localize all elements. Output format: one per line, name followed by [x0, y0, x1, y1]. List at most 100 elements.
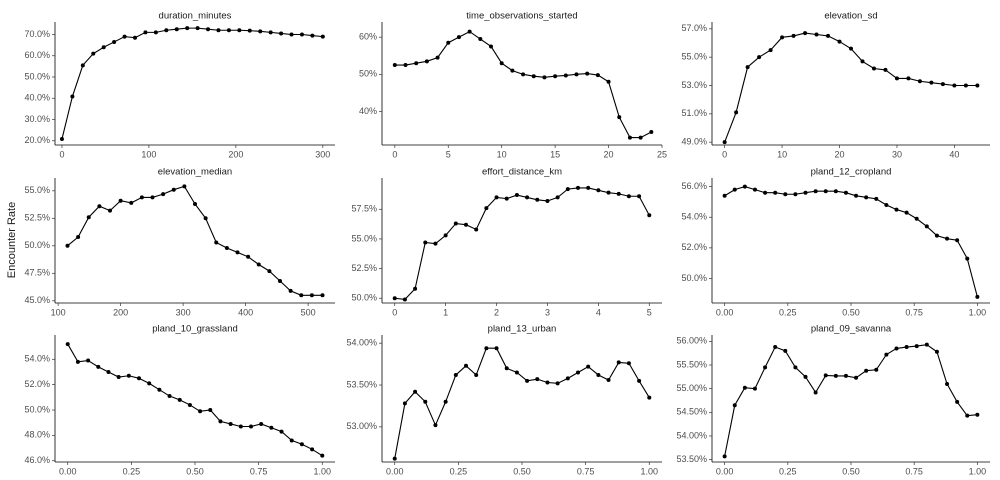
- point: [76, 235, 81, 239]
- point: [955, 399, 960, 404]
- point: [914, 216, 919, 221]
- x-tick-label: 0.75: [250, 466, 268, 476]
- y-tick-label: 40%: [359, 106, 377, 116]
- point: [453, 372, 458, 377]
- point: [924, 224, 929, 229]
- point: [791, 33, 796, 38]
- point: [843, 373, 848, 378]
- point: [606, 79, 611, 84]
- point: [494, 195, 499, 200]
- point: [108, 208, 112, 213]
- point: [637, 194, 642, 199]
- y-tick-label: 55.0%: [681, 52, 707, 62]
- point: [525, 378, 530, 383]
- x-tick-label: 1.00: [969, 307, 987, 317]
- point: [80, 63, 85, 68]
- point: [182, 184, 187, 189]
- point: [203, 216, 208, 221]
- y-tick-label: 53.00%: [346, 421, 377, 431]
- point: [565, 376, 570, 381]
- point: [757, 55, 762, 60]
- point: [456, 35, 461, 40]
- point: [833, 189, 838, 194]
- x-tick-label: 0.25: [779, 466, 797, 476]
- point: [745, 65, 750, 70]
- point: [586, 185, 591, 190]
- point: [224, 246, 229, 250]
- point: [214, 240, 219, 245]
- point: [446, 40, 451, 45]
- point: [924, 342, 929, 347]
- point: [793, 192, 798, 197]
- point: [874, 196, 879, 201]
- point: [143, 30, 148, 35]
- y-tick-label: 50.0%: [24, 240, 50, 250]
- point: [226, 28, 231, 33]
- line: [394, 187, 650, 301]
- point: [843, 190, 848, 195]
- point: [443, 399, 448, 404]
- x-tick-label: 1: [443, 307, 448, 317]
- y-tick-label: 52.0%: [24, 379, 50, 389]
- panel-title: pland_10_grassland: [152, 324, 238, 335]
- point: [742, 184, 747, 189]
- point: [112, 39, 117, 44]
- point: [484, 206, 489, 211]
- point: [97, 204, 102, 209]
- point: [206, 27, 211, 32]
- point: [793, 365, 798, 370]
- point: [565, 187, 570, 192]
- point: [392, 63, 397, 68]
- point: [453, 221, 458, 226]
- point: [216, 28, 221, 33]
- point: [185, 26, 190, 31]
- point: [414, 61, 419, 66]
- x-tick-label: 0.50: [842, 307, 860, 317]
- y-tick-label: 50.0%: [681, 273, 707, 283]
- y-tick-label: 50.0%: [24, 71, 50, 81]
- line: [724, 344, 978, 457]
- point: [732, 187, 737, 192]
- point: [499, 61, 504, 66]
- x-tick-label: 40: [949, 149, 959, 159]
- x-tick-label: 300: [315, 149, 330, 159]
- point: [423, 240, 428, 245]
- point: [256, 262, 261, 267]
- y-tick-label: 60%: [359, 32, 377, 42]
- point: [773, 190, 778, 195]
- point: [906, 76, 911, 81]
- point: [101, 45, 106, 50]
- x-tick-label: 500: [301, 307, 316, 317]
- y-tick-label: 56.00%: [676, 336, 707, 346]
- point: [837, 39, 842, 44]
- y-tick-label: 52.0%: [681, 242, 707, 252]
- x-tick-label: 5: [446, 149, 451, 159]
- point: [279, 31, 284, 36]
- y-tick-label: 54.00%: [676, 430, 707, 440]
- y-tick-label: 20.0%: [24, 135, 50, 145]
- y-tick-label: 55.0%: [351, 233, 377, 243]
- point: [555, 195, 560, 200]
- point: [752, 187, 757, 192]
- point: [952, 83, 957, 88]
- point: [955, 238, 960, 243]
- point: [617, 115, 622, 120]
- point: [467, 29, 472, 34]
- x-tick-label: 20: [604, 149, 614, 159]
- point: [860, 59, 865, 64]
- x-tick-label: 0.00: [386, 466, 404, 476]
- point: [238, 424, 243, 429]
- x-tick-label: 0.25: [123, 466, 141, 476]
- point: [647, 395, 652, 400]
- point: [894, 207, 899, 212]
- y-tick-label: 51.0%: [681, 108, 707, 118]
- point: [542, 75, 547, 80]
- y-tick-label: 50.0%: [24, 404, 50, 414]
- point: [734, 110, 739, 115]
- point: [945, 381, 950, 386]
- point: [478, 37, 483, 42]
- point: [171, 187, 176, 192]
- x-tick-label: 10: [777, 149, 787, 159]
- x-tick-label: 30: [892, 149, 902, 159]
